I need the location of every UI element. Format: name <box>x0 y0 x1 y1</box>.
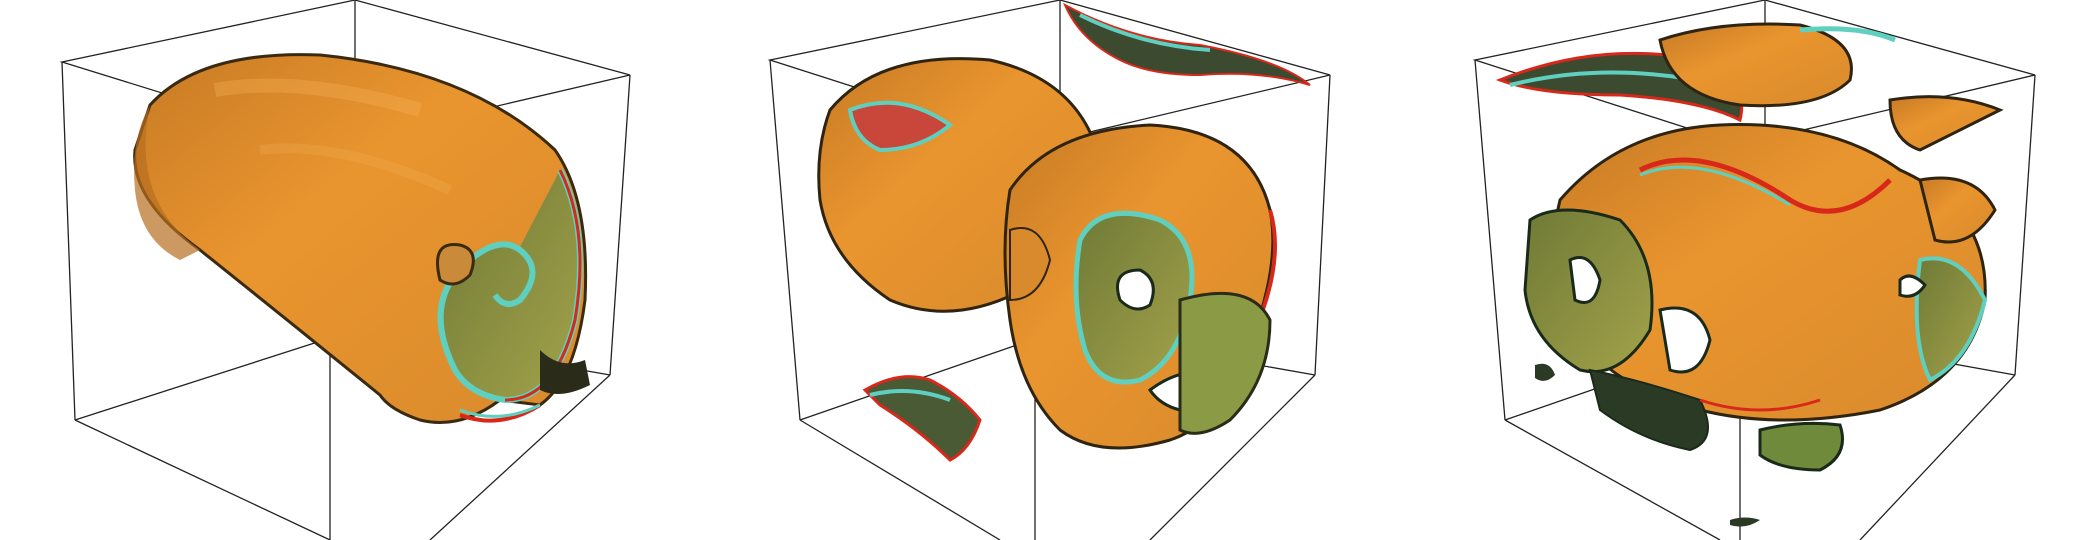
spiral-surface-1 <box>133 53 590 424</box>
panel-3 <box>1472 0 2036 540</box>
panel-2 <box>767 0 1331 540</box>
panel-1 <box>59 0 631 540</box>
tangle-surface-3 <box>1495 22 2004 527</box>
tube-surface-2 <box>817 2 1311 462</box>
